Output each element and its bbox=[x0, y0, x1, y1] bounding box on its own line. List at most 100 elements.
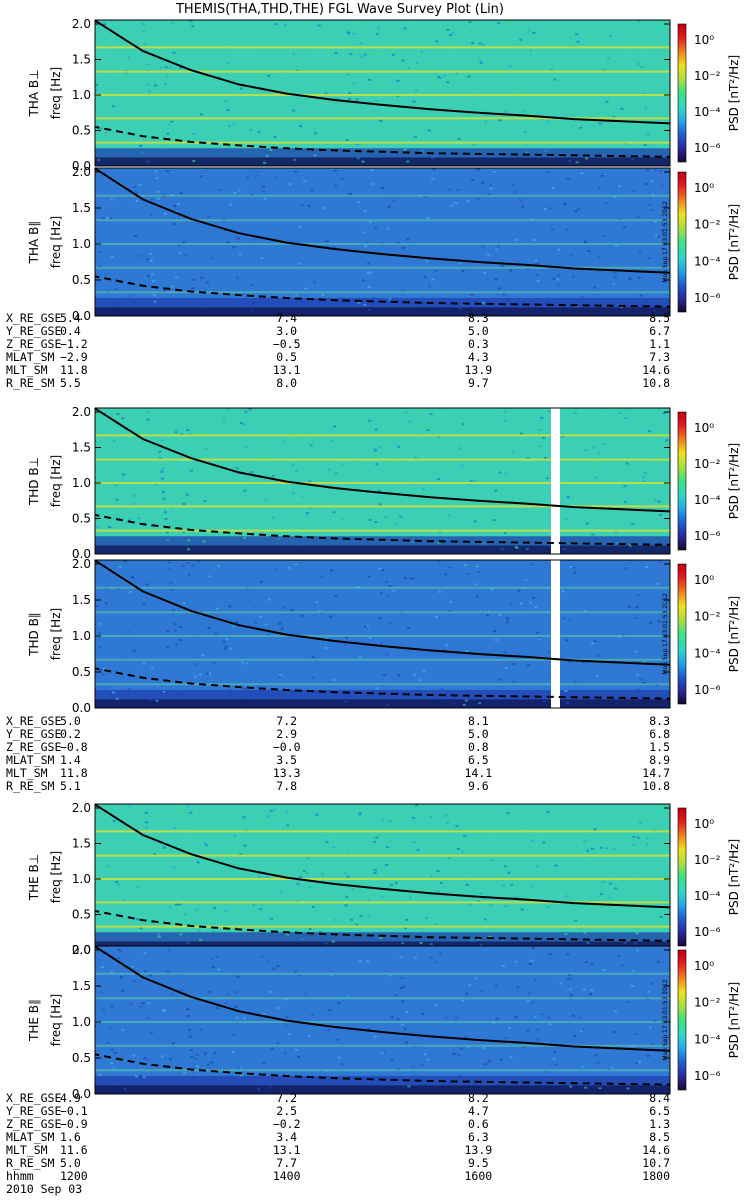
noise-speckle bbox=[401, 289, 405, 292]
noise-speckle bbox=[636, 215, 640, 218]
noise-speckle bbox=[547, 650, 551, 653]
noise-speckle bbox=[292, 119, 296, 122]
noise-speckle bbox=[436, 478, 440, 481]
noise-speckle bbox=[560, 892, 564, 895]
noise-speckle bbox=[227, 241, 231, 244]
noise-speckle bbox=[546, 811, 550, 814]
noise-speckle bbox=[366, 960, 370, 963]
ephemeris-value: 6.5 bbox=[468, 753, 489, 767]
noise-speckle bbox=[458, 447, 462, 450]
ephemeris-value: 6.8 bbox=[649, 727, 670, 741]
noise-speckle bbox=[386, 846, 390, 849]
noise-speckle bbox=[609, 34, 613, 37]
colorbar-tick-label: 10⁻⁶ bbox=[694, 925, 721, 939]
noise-speckle bbox=[478, 59, 482, 62]
noise-speckle bbox=[483, 918, 487, 921]
noise-speckle bbox=[128, 805, 132, 808]
noise-speckle bbox=[147, 1002, 151, 1005]
noise-speckle bbox=[132, 980, 136, 983]
ephemeris-value: 7.8 bbox=[276, 779, 297, 793]
noise-speckle bbox=[182, 129, 186, 132]
noise-speckle bbox=[175, 892, 179, 895]
noise-speckle bbox=[469, 480, 473, 483]
noise-speckle bbox=[195, 908, 199, 911]
noise-speckle bbox=[521, 205, 525, 208]
noise-speckle bbox=[503, 410, 507, 413]
noise-speckle bbox=[490, 939, 494, 942]
noise-speckle bbox=[358, 812, 362, 815]
noise-speckle bbox=[333, 246, 337, 249]
noise-speckle bbox=[121, 989, 125, 992]
panel-label: THD B∥ bbox=[27, 612, 41, 657]
noise-speckle bbox=[474, 977, 478, 980]
noise-speckle bbox=[573, 1035, 577, 1038]
noise-speckle bbox=[615, 408, 619, 411]
noise-speckle bbox=[260, 955, 264, 958]
noise-speckle bbox=[291, 79, 295, 82]
noise-speckle bbox=[487, 253, 491, 256]
noise-speckle bbox=[573, 680, 577, 683]
noise-speckle bbox=[299, 516, 303, 519]
noise-speckle bbox=[384, 516, 388, 519]
noise-speckle bbox=[106, 463, 110, 466]
noise-speckle bbox=[99, 883, 103, 886]
noise-speckle bbox=[637, 276, 641, 279]
noise-speckle bbox=[534, 511, 538, 514]
noise-speckle bbox=[317, 887, 321, 890]
noise-speckle bbox=[464, 699, 468, 702]
noise-speckle bbox=[203, 841, 207, 844]
noise-speckle bbox=[178, 251, 182, 254]
noise-speckle bbox=[146, 160, 150, 163]
y-tick-label: 0.0 bbox=[72, 547, 91, 561]
noise-speckle bbox=[598, 255, 602, 258]
noise-speckle bbox=[650, 179, 654, 182]
noise-speckle bbox=[569, 977, 573, 980]
colorbar bbox=[677, 171, 687, 313]
noise-speckle bbox=[505, 616, 509, 619]
noise-speckle bbox=[233, 991, 237, 994]
noise-speckle bbox=[380, 187, 384, 190]
noise-speckle bbox=[599, 114, 603, 117]
ephemeris-value: 1.1 bbox=[649, 337, 670, 351]
y-tick-label: 0.0 bbox=[72, 309, 91, 323]
noise-speckle bbox=[506, 298, 510, 301]
noise-speckle bbox=[482, 897, 486, 900]
noise-speckle bbox=[474, 168, 478, 171]
noise-speckle bbox=[145, 63, 149, 66]
noise-speckle bbox=[653, 220, 657, 223]
noise-speckle bbox=[497, 245, 501, 248]
noise-speckle bbox=[128, 591, 132, 594]
noise-speckle bbox=[262, 1013, 266, 1016]
noise-speckle bbox=[161, 470, 165, 473]
noise-speckle bbox=[590, 988, 594, 991]
noise-speckle bbox=[525, 151, 529, 154]
noise-speckle bbox=[640, 678, 644, 681]
noise-speckle bbox=[558, 872, 562, 875]
noise-speckle bbox=[278, 675, 282, 678]
noise-speckle bbox=[187, 539, 191, 542]
noise-speckle bbox=[108, 41, 112, 44]
noise-speckle bbox=[557, 248, 561, 251]
noise-speckle bbox=[664, 636, 668, 639]
noise-speckle bbox=[444, 573, 448, 576]
noise-speckle bbox=[453, 913, 457, 916]
ephemeris-name: MLT_SM bbox=[6, 766, 48, 780]
noise-speckle bbox=[620, 964, 624, 967]
noise-speckle bbox=[310, 189, 314, 192]
noise-speckle bbox=[536, 1038, 540, 1041]
y-tick-label: 0.0 bbox=[72, 1087, 91, 1101]
noise-speckle bbox=[236, 237, 240, 240]
noise-speckle bbox=[593, 468, 597, 471]
noise-speckle bbox=[224, 645, 228, 648]
noise-speckle bbox=[142, 29, 146, 32]
y-tick-label: 0.0 bbox=[72, 701, 91, 715]
noise-speckle bbox=[156, 90, 160, 93]
ephemeris-value: 0.2 bbox=[60, 727, 81, 741]
noise-speckle bbox=[131, 502, 135, 505]
noise-speckle bbox=[460, 1047, 464, 1050]
noise-speckle bbox=[275, 64, 279, 67]
noise-speckle bbox=[503, 651, 507, 654]
noise-speckle bbox=[294, 294, 298, 297]
colorbar-tick-label: 10⁻⁶ bbox=[694, 1069, 721, 1083]
noise-speckle bbox=[513, 89, 517, 92]
